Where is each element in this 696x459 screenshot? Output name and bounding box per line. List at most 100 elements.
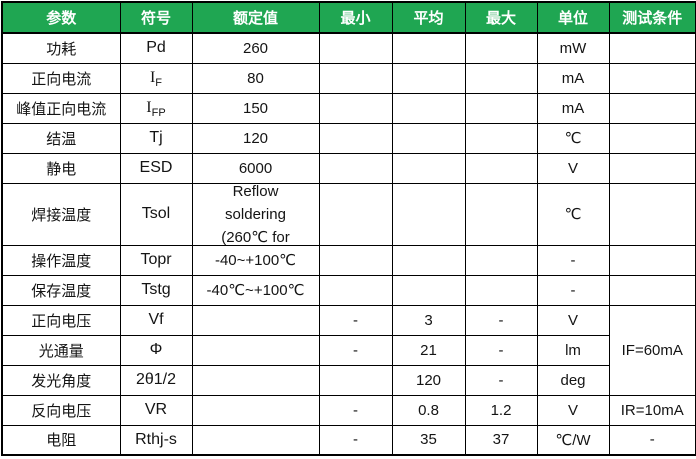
min-cell: - — [318, 424, 393, 456]
min-cell — [318, 364, 393, 396]
avg-cell — [391, 244, 466, 276]
avg-cell: 3 — [391, 304, 466, 336]
header-cell-rated-value: 额定值 — [191, 1, 320, 34]
max-cell: 1.2 — [464, 394, 538, 426]
symbol-cell: ESD — [119, 152, 193, 184]
max-cell — [464, 244, 538, 276]
avg-cell: 35 — [391, 424, 466, 456]
unit-cell: mW — [536, 32, 610, 64]
symbol-cell: Pd — [119, 32, 193, 64]
max-cell — [464, 274, 538, 306]
min-cell — [318, 92, 393, 124]
symbol-subscript: F — [155, 77, 163, 90]
max-cell — [464, 152, 538, 184]
symbol-cell: VR — [119, 394, 193, 426]
test-cell — [608, 244, 696, 276]
rated-cell: Reflow soldering (260℃ for — [191, 182, 320, 246]
min-cell — [318, 62, 393, 94]
table-row-forward-voltage: 正向电压 Vf - 3 - V IF=60mA — [1, 304, 696, 396]
param-cell: 焊接温度 — [1, 182, 121, 246]
rated-cell: 150 — [191, 92, 320, 124]
rated-cell: -40~+100℃ — [191, 244, 320, 276]
avg-cell — [391, 62, 466, 94]
symbol-cell: Vf — [119, 304, 193, 336]
max-cell: 37 — [464, 424, 538, 456]
symbol-text: Φ — [149, 341, 163, 358]
param-cell: 峰值正向电流 — [1, 92, 121, 124]
test-cell — [608, 92, 696, 124]
min-cell — [318, 274, 393, 306]
symbol-cell: Φ — [119, 334, 193, 366]
param-cell: 发光角度 — [1, 364, 121, 396]
max-cell — [464, 92, 538, 124]
symbol-text: I — [149, 69, 156, 86]
table-row-soldering-temperature: 焊接温度 Tsol Reflow soldering (260℃ for ℃ — [1, 182, 696, 246]
symbol-cell: Rthj-s — [119, 424, 193, 456]
test-cell — [608, 62, 696, 94]
avg-cell — [391, 32, 466, 64]
test-cell — [608, 122, 696, 154]
symbol-text: ESD — [139, 159, 173, 176]
header-row: 参数 符号 额定值 最小 平均 最大 单位 测试条件 — [1, 1, 696, 34]
rated-cell: 260 — [191, 32, 320, 64]
max-cell — [464, 62, 538, 94]
param-cell: 功耗 — [1, 32, 121, 64]
rated-cell — [191, 304, 320, 336]
header-cell-parameter: 参数 — [1, 1, 121, 34]
unit-cell: lm — [536, 334, 610, 366]
table-row-operating-temperature: 操作温度 Topr -40~+100℃ - — [1, 244, 696, 276]
symbol-subscript: FP — [151, 107, 166, 120]
unit-cell: V — [536, 152, 610, 184]
min-cell: - — [318, 334, 393, 366]
table-row-esd: 静电 ESD 6000 V — [1, 152, 696, 184]
param-cell: 结温 — [1, 122, 121, 154]
symbol-cell: IFP — [119, 92, 193, 124]
unit-cell: - — [536, 274, 610, 306]
min-cell: - — [318, 304, 393, 336]
table-row-power-dissipation: 功耗 Pd 260 mW — [1, 32, 696, 64]
symbol-cell: IF — [119, 62, 193, 94]
symbol-text: Topr — [140, 251, 172, 268]
unit-cell: deg — [536, 364, 610, 396]
test-cell: IR=10mA — [608, 394, 696, 426]
header-cell-max: 最大 — [464, 1, 538, 34]
unit-cell: V — [536, 304, 610, 336]
avg-cell: 21 — [391, 334, 466, 366]
unit-cell: V — [536, 394, 610, 426]
rated-cell — [191, 334, 320, 366]
test-cell-merged-if60ma: IF=60mA — [608, 304, 696, 396]
test-cell — [608, 32, 696, 64]
rated-cell — [191, 424, 320, 456]
symbol-cell: Tsol — [119, 182, 193, 246]
table-body: 功耗 Pd 260 mW 正向电流 IF 80 mA 峰值正向电流 IFP 15… — [1, 32, 696, 456]
avg-cell — [391, 152, 466, 184]
max-cell: - — [464, 364, 538, 396]
unit-cell: - — [536, 244, 610, 276]
avg-cell — [391, 122, 466, 154]
min-cell — [318, 152, 393, 184]
test-cell: - — [608, 424, 696, 456]
symbol-cell: Topr — [119, 244, 193, 276]
table-row-luminous-flux: 光通量 Φ - 21 - lm — [1, 334, 696, 366]
param-cell: 操作温度 — [1, 244, 121, 276]
rated-cell — [191, 394, 320, 426]
symbol-text: I — [146, 99, 152, 116]
symbol-cell: Tstg — [119, 274, 193, 306]
max-cell — [464, 122, 538, 154]
header-cell-symbol: 符号 — [119, 1, 193, 34]
table-row-thermal-resistance: 电阻 Rthj-s - 35 37 ℃/W - — [1, 424, 696, 456]
symbol-text: VR — [144, 401, 168, 418]
table-row-reverse-voltage: 反向电压 VR - 0.8 1.2 V IR=10mA — [1, 394, 696, 426]
symbol-cell: 2θ1/2 — [119, 364, 193, 396]
table-row-junction-temperature: 结温 Tj 120 ℃ — [1, 122, 696, 154]
max-cell: - — [464, 334, 538, 366]
unit-cell: mA — [536, 92, 610, 124]
symbol-text: 2θ1/2 — [135, 371, 177, 388]
rated-cell: -40℃~+100℃ — [191, 274, 320, 306]
param-cell: 静电 — [1, 152, 121, 184]
table-row-viewing-angle: 发光角度 2θ1/2 120 - deg — [1, 364, 696, 396]
max-cell — [464, 32, 538, 64]
min-cell — [318, 122, 393, 154]
min-cell — [318, 182, 393, 246]
